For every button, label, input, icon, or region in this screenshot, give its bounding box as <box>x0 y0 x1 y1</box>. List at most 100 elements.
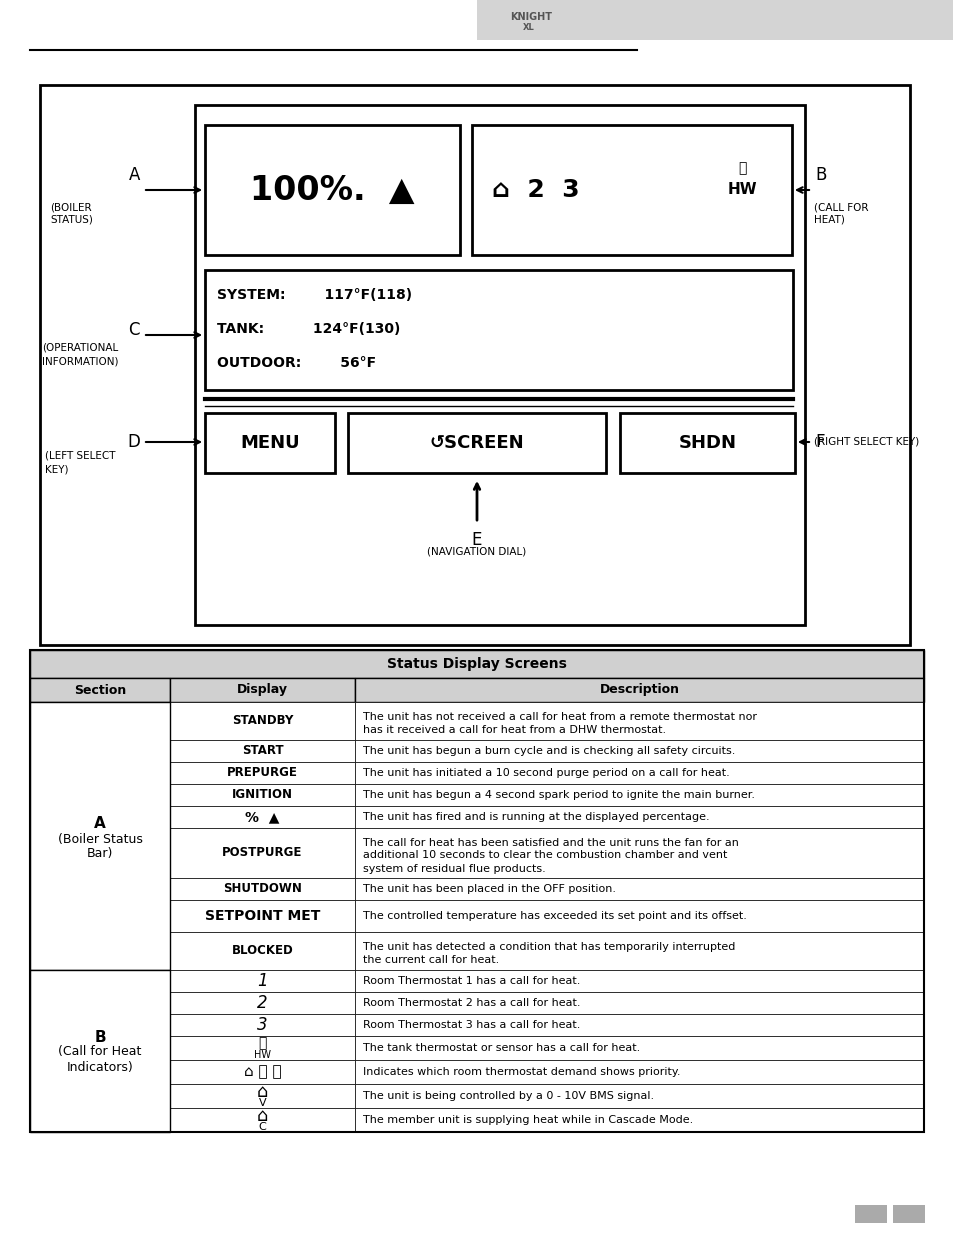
Text: OUTDOOR:        56°F: OUTDOOR: 56°F <box>216 356 375 370</box>
Bar <box>892 1205 924 1223</box>
Bar <box>170 678 355 701</box>
Text: (NAVIGATION DIAL): (NAVIGATION DIAL) <box>427 547 526 557</box>
Bar <box>170 740 355 762</box>
Text: additional 10 seconds to clear the combustion chamber and vent: additional 10 seconds to clear the combu… <box>363 851 726 861</box>
Text: XL: XL <box>522 22 535 32</box>
Text: (Call for Heat: (Call for Heat <box>58 1046 142 1058</box>
Text: BLOCKED: BLOCKED <box>232 945 294 957</box>
Bar <box>170 969 355 992</box>
Text: POSTPURGE: POSTPURGE <box>222 846 302 860</box>
Bar <box>30 678 170 701</box>
Text: The unit is being controlled by a 0 - 10V BMS signal.: The unit is being controlled by a 0 - 10… <box>363 1091 654 1100</box>
Bar <box>170 932 355 969</box>
Text: A: A <box>94 816 106 831</box>
Bar <box>170 878 355 900</box>
Text: HW: HW <box>726 183 756 198</box>
Bar <box>355 806 923 827</box>
Text: A: A <box>129 165 140 184</box>
Text: C: C <box>258 1123 266 1132</box>
Text: (BOILER: (BOILER <box>50 203 91 212</box>
Text: SHDN: SHDN <box>678 433 736 452</box>
Bar <box>355 762 923 784</box>
Bar <box>170 701 355 740</box>
Bar <box>170 1036 355 1060</box>
Text: The unit has initiated a 10 second purge period on a call for heat.: The unit has initiated a 10 second purge… <box>363 768 729 778</box>
Text: HEAT): HEAT) <box>813 215 844 225</box>
Text: KEY): KEY) <box>45 464 69 474</box>
Text: The tank thermostat or sensor has a call for heat.: The tank thermostat or sensor has a call… <box>363 1044 639 1053</box>
Bar <box>355 878 923 900</box>
Bar <box>205 270 792 390</box>
Text: ⌂  2  3: ⌂ 2 3 <box>492 178 579 203</box>
Bar <box>30 969 170 1132</box>
Text: ⌂: ⌂ <box>256 1107 268 1125</box>
Text: %  ▲: % ▲ <box>245 810 279 824</box>
Bar <box>355 1084 923 1108</box>
Text: 1: 1 <box>257 972 268 990</box>
Bar <box>348 412 605 473</box>
Text: SYSTEM:        117°F(118): SYSTEM: 117°F(118) <box>216 288 412 303</box>
Text: MENU: MENU <box>240 433 299 452</box>
Text: ⌂: ⌂ <box>256 1083 268 1100</box>
Text: Bar): Bar) <box>87 847 113 861</box>
Text: ⚿: ⚿ <box>258 1036 267 1050</box>
Bar <box>170 1108 355 1132</box>
Text: The unit has begun a burn cycle and is checking all safety circuits.: The unit has begun a burn cycle and is c… <box>363 746 735 756</box>
Text: Indicates which room thermostat demand shows priority.: Indicates which room thermostat demand s… <box>363 1067 679 1077</box>
Bar <box>170 827 355 878</box>
Text: B: B <box>814 165 825 184</box>
Text: START: START <box>241 745 283 757</box>
Text: The controlled temperature has exceeded its set point and its offset.: The controlled temperature has exceeded … <box>363 911 746 921</box>
Text: B: B <box>94 1030 106 1045</box>
Bar <box>355 1036 923 1060</box>
Bar <box>30 650 923 678</box>
Text: (LEFT SELECT: (LEFT SELECT <box>45 451 115 461</box>
Bar <box>194 105 804 625</box>
Bar <box>355 701 923 740</box>
Bar <box>170 762 355 784</box>
Bar <box>355 969 923 992</box>
Text: C: C <box>129 321 140 338</box>
Bar <box>355 932 923 969</box>
Bar <box>30 701 170 969</box>
Bar <box>170 1060 355 1084</box>
Text: The unit has fired and is running at the displayed percentage.: The unit has fired and is running at the… <box>363 811 709 823</box>
Bar <box>355 1108 923 1132</box>
Text: INFORMATION): INFORMATION) <box>42 356 118 366</box>
Text: (RIGHT SELECT KEY): (RIGHT SELECT KEY) <box>813 437 919 447</box>
Bar <box>355 1014 923 1036</box>
Text: (Boiler Status: (Boiler Status <box>57 832 142 846</box>
Bar <box>205 412 335 473</box>
Text: Description: Description <box>598 683 679 697</box>
Text: STATUS): STATUS) <box>50 215 92 225</box>
Text: D: D <box>127 433 140 451</box>
Bar <box>854 1205 886 1223</box>
Text: Room Thermostat 3 has a call for heat.: Room Thermostat 3 has a call for heat. <box>363 1020 579 1030</box>
Bar <box>170 806 355 827</box>
Text: The unit has detected a condition that has temporarily interrupted: The unit has detected a condition that h… <box>363 942 735 952</box>
Text: V: V <box>258 1098 266 1108</box>
Text: The call for heat has been satisfied and the unit runs the fan for an: The call for heat has been satisfied and… <box>363 837 739 847</box>
Bar <box>355 784 923 806</box>
Text: ⌂ Ⓐ Ⓑ: ⌂ Ⓐ Ⓑ <box>243 1065 281 1079</box>
Text: F: F <box>814 433 823 451</box>
Text: The unit has been placed in the OFF position.: The unit has been placed in the OFF posi… <box>363 884 616 894</box>
Text: ۞: ۞ <box>737 161 745 175</box>
Bar <box>170 992 355 1014</box>
Text: STANDBY: STANDBY <box>232 715 293 727</box>
Bar <box>355 900 923 932</box>
Bar <box>472 125 791 254</box>
Text: system of residual flue products.: system of residual flue products. <box>363 863 545 873</box>
Bar <box>355 740 923 762</box>
Bar <box>170 900 355 932</box>
Text: 3: 3 <box>257 1016 268 1034</box>
Text: KNIGHT: KNIGHT <box>510 12 552 22</box>
Bar <box>355 678 923 701</box>
Text: The unit has begun a 4 second spark period to ignite the main burner.: The unit has begun a 4 second spark peri… <box>363 790 754 800</box>
Text: Indicators): Indicators) <box>67 1061 133 1073</box>
Text: SETPOINT MET: SETPOINT MET <box>205 909 320 923</box>
Text: 100%.  ▲: 100%. ▲ <box>250 173 415 206</box>
Bar <box>40 85 909 645</box>
Text: Display: Display <box>236 683 288 697</box>
Text: 2: 2 <box>257 994 268 1011</box>
